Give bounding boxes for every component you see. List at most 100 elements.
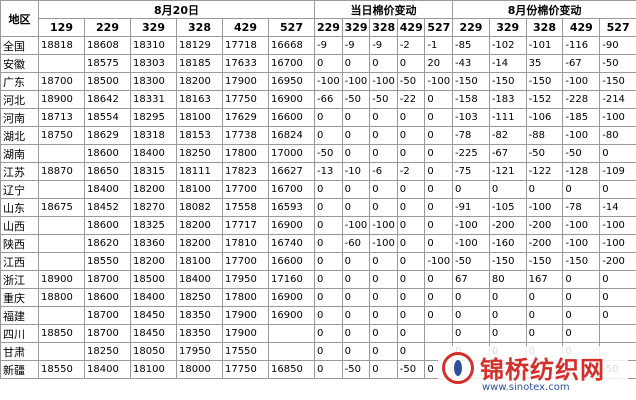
cell: 0: [396, 252, 426, 271]
cell: [38, 252, 85, 271]
logo: [442, 352, 474, 384]
cell: 18200: [130, 180, 177, 199]
cell: -9: [341, 36, 371, 55]
cell: 0: [562, 306, 601, 325]
cell: -225: [452, 144, 490, 163]
cell: -50: [314, 144, 343, 163]
cell: 18818: [38, 36, 85, 55]
cell: -100: [562, 216, 601, 235]
cell: 0: [314, 216, 343, 235]
cell: 18450: [130, 306, 177, 325]
cell: -185: [562, 108, 601, 127]
cell: -50: [525, 144, 564, 163]
cell: 18629: [84, 126, 131, 145]
cell: 0: [396, 198, 426, 217]
cell: -122: [525, 162, 564, 181]
cell: 0: [599, 180, 636, 199]
cell: 20: [424, 54, 454, 73]
cell: 0: [369, 180, 398, 199]
cell: 18200: [176, 234, 223, 253]
cell: -101: [525, 36, 564, 55]
cell: -100: [424, 252, 454, 271]
cell: 0: [341, 144, 371, 163]
column-header: 527: [424, 18, 454, 37]
cell: 0: [369, 324, 398, 343]
cell: 17900: [222, 72, 269, 91]
cell: 0: [599, 288, 636, 307]
cell: 18129: [176, 36, 223, 55]
region-header: 地区: [0, 0, 39, 37]
cell: 0: [424, 234, 454, 253]
cell: 17738: [222, 126, 269, 145]
cell: 0: [488, 288, 527, 307]
region: 浙江: [0, 270, 39, 289]
cell: -183: [488, 90, 527, 109]
column-header: 129: [38, 18, 85, 37]
cell: 0: [396, 306, 426, 325]
cell: -109: [599, 162, 636, 181]
cell: 16850: [268, 360, 315, 379]
cell: 0: [424, 180, 454, 199]
cell: 16600: [268, 252, 315, 271]
region: 辽宁: [0, 180, 39, 199]
cell: -150: [452, 72, 490, 91]
cell: -100: [369, 234, 398, 253]
cell: 18400: [130, 144, 177, 163]
cell: 16950: [268, 72, 315, 91]
cell: 17750: [222, 90, 269, 109]
cell: 17558: [222, 198, 269, 217]
cell: 18500: [84, 72, 131, 91]
data-row: 山西 18600 18325 18200 17717 16900 0 -100 -100 0 0 -1…: [0, 216, 636, 235]
cell: 16627: [268, 162, 315, 181]
cell: [424, 324, 454, 343]
column-header: 328: [369, 18, 398, 37]
column-header: 229: [452, 18, 490, 37]
column-header: 329: [488, 18, 527, 37]
cell: -22: [396, 90, 426, 109]
header-row: 地区 8月20日 当日棉价变动 8月份棉价变动: [0, 0, 636, 37]
cell: 0: [341, 108, 371, 127]
cell: 16600: [268, 108, 315, 127]
cell: 0: [424, 90, 454, 109]
cell: 0: [562, 270, 601, 289]
cell: 0: [424, 306, 454, 325]
cell: [38, 144, 85, 163]
cell: -50: [341, 360, 371, 379]
cell: 17810: [222, 234, 269, 253]
cell: 0: [599, 306, 636, 325]
cell: 0: [369, 126, 398, 145]
cell: -100: [341, 216, 371, 235]
region: 陕西: [0, 234, 39, 253]
cell: -100: [369, 216, 398, 235]
cell: -13: [314, 162, 343, 181]
cell: -2: [396, 162, 426, 181]
cell: 18750: [38, 126, 85, 145]
cell: 18650: [84, 162, 131, 181]
cell: 0: [341, 306, 371, 325]
cell: 0: [396, 342, 426, 361]
cell: 18800: [38, 288, 85, 307]
cell: 0: [341, 126, 371, 145]
cell: 0: [314, 198, 343, 217]
cell: [38, 234, 85, 253]
cell: 17718: [222, 36, 269, 55]
cell: 0: [488, 306, 527, 325]
cell: 0: [314, 270, 343, 289]
watermark-url: www.sinotex.com: [482, 382, 570, 393]
cell: [38, 342, 85, 361]
cell: 18452: [84, 198, 131, 217]
cell: 0: [424, 270, 454, 289]
cell: 17700: [222, 180, 269, 199]
cell: 0: [341, 198, 371, 217]
cell: 67: [452, 270, 490, 289]
cell: 18350: [176, 324, 223, 343]
cell: 0: [314, 360, 343, 379]
cell: 18554: [84, 108, 131, 127]
cell: -6: [369, 162, 398, 181]
cell: -50: [341, 90, 371, 109]
cell: 17717: [222, 216, 269, 235]
cell: 18111: [176, 162, 223, 181]
cell: -50: [452, 252, 490, 271]
cell: 0: [369, 288, 398, 307]
cell: 18400: [130, 288, 177, 307]
